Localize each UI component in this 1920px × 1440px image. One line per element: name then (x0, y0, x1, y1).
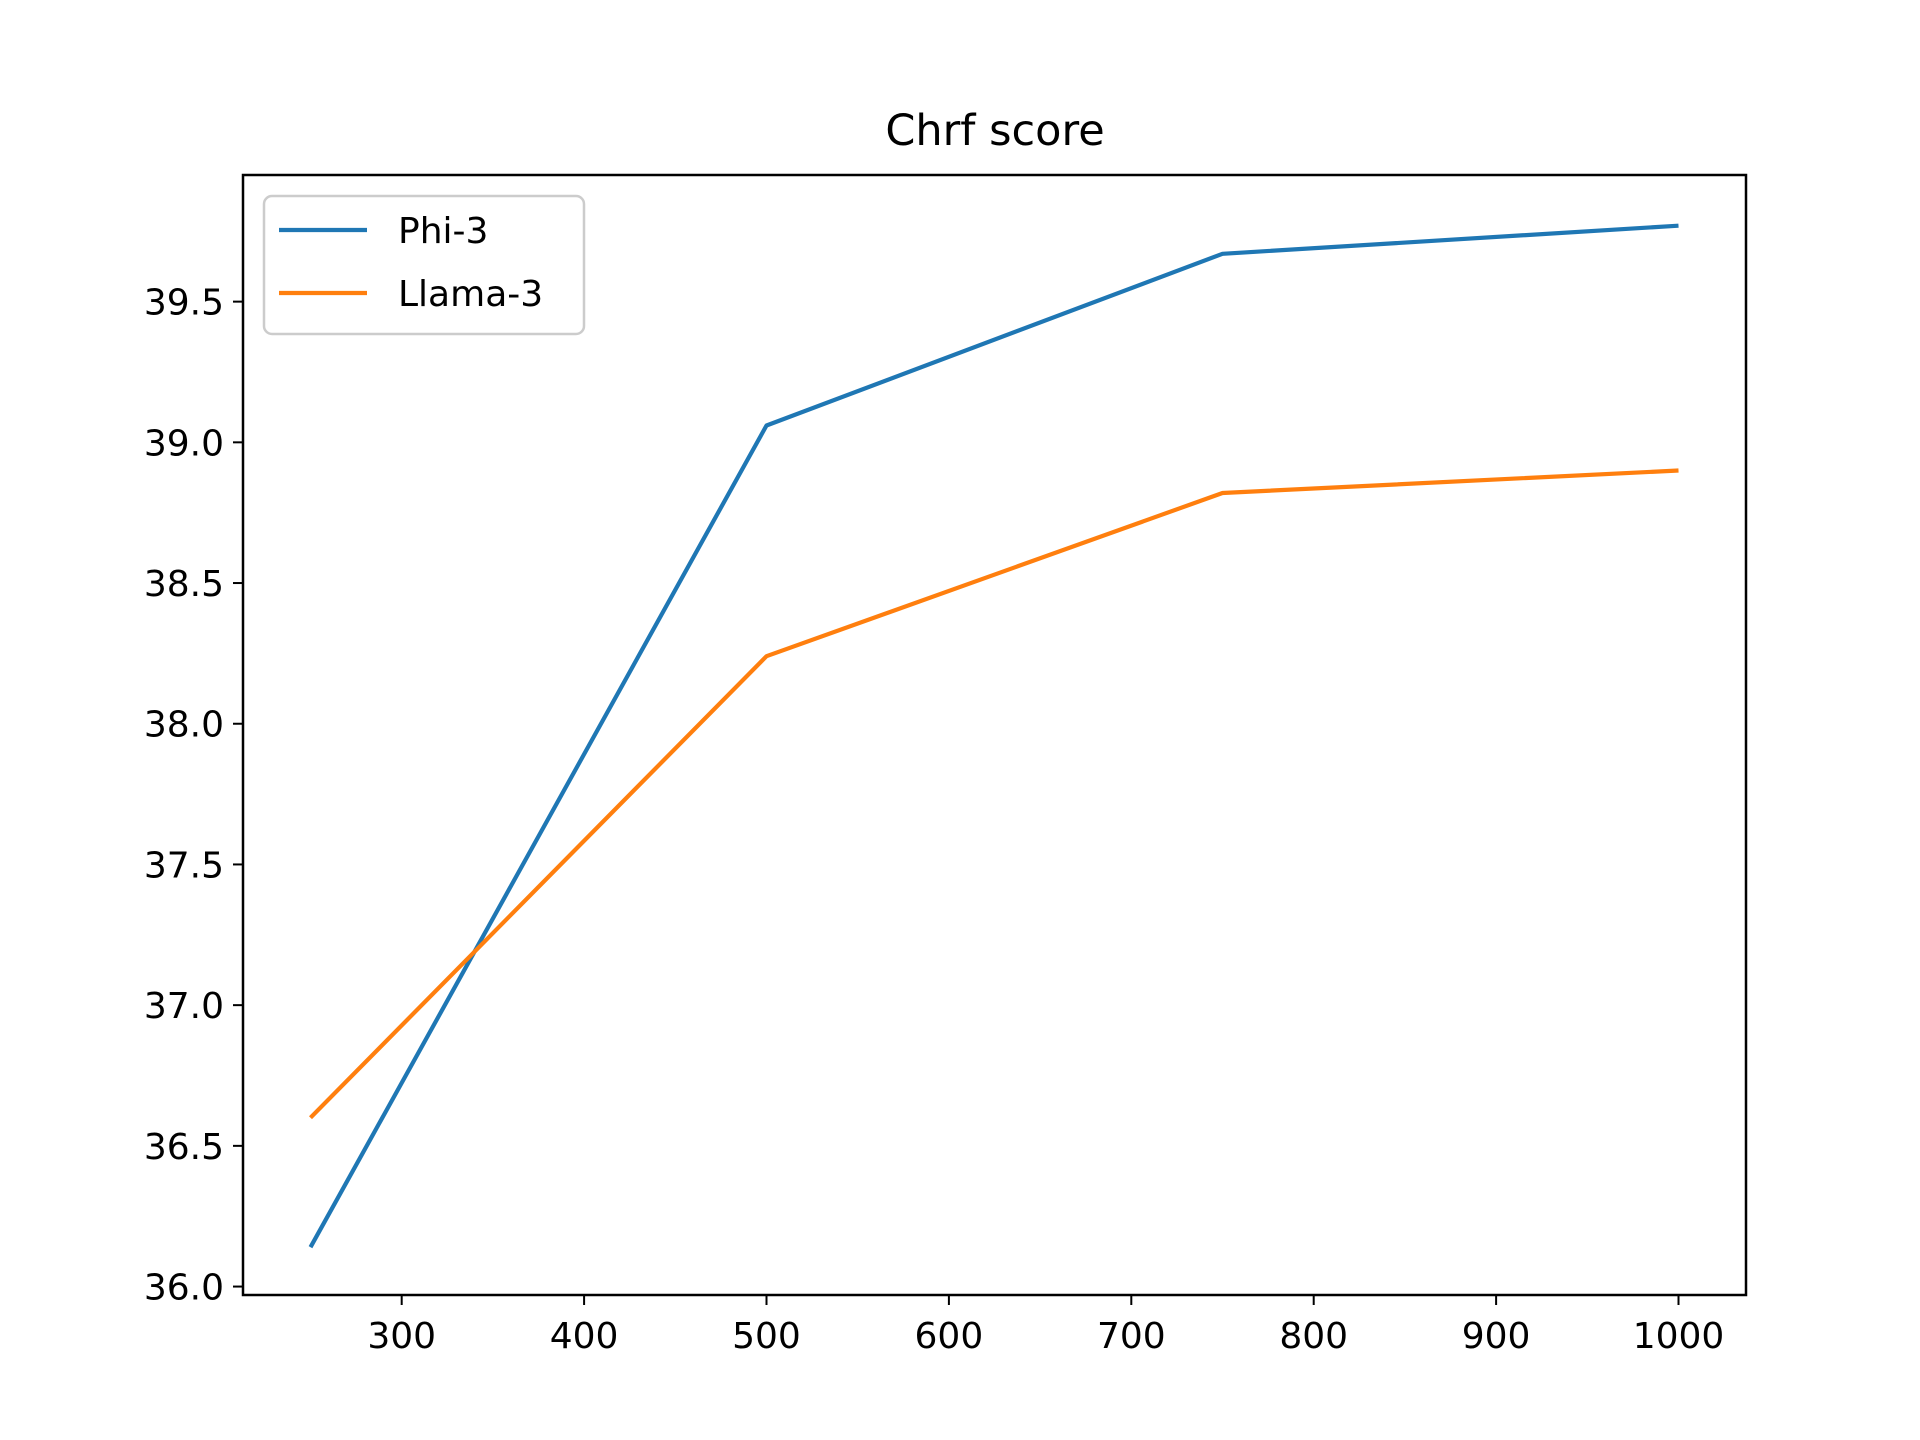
x-tick-label: 1000 (1633, 1316, 1725, 1357)
x-tick-label: 500 (732, 1316, 801, 1357)
y-tick-label: 37.0 (144, 986, 224, 1027)
y-tick-label: 38.5 (144, 564, 224, 605)
x-tick-label: 300 (367, 1316, 436, 1357)
series-line-llama-3 (309, 468, 1679, 1120)
chart-title: Chrf score (885, 106, 1104, 156)
x-tick-label: 800 (1279, 1316, 1348, 1357)
y-axis: 36.0 36.5 37.0 37.5 38.0 38.5 39.0 39.5 (144, 283, 243, 1309)
legend-label-llama-3: Llama-3 (398, 274, 543, 315)
x-axis: 300 400 500 600 700 800 900 1000 (367, 1295, 1724, 1357)
axes-frame (241, 173, 1748, 1297)
legend-label-phi-3: Phi-3 (398, 211, 488, 252)
x-tick-label: 700 (1097, 1316, 1166, 1357)
y-tick-label: 36.5 (144, 1127, 224, 1168)
y-tick-label: 39.0 (144, 423, 224, 464)
x-tick-label: 400 (550, 1316, 619, 1357)
y-tick-label: 37.5 (144, 845, 224, 886)
y-tick-label: 36.0 (144, 1268, 224, 1309)
y-tick-label: 38.0 (144, 705, 224, 746)
y-tick-label: 39.5 (144, 283, 224, 324)
series-layer (308, 223, 1679, 1249)
x-tick-label: 600 (915, 1316, 984, 1357)
legend: Phi-3 Llama-3 (262, 194, 586, 336)
x-tick-label: 900 (1462, 1316, 1531, 1357)
series-line-phi-3 (308, 223, 1679, 1249)
